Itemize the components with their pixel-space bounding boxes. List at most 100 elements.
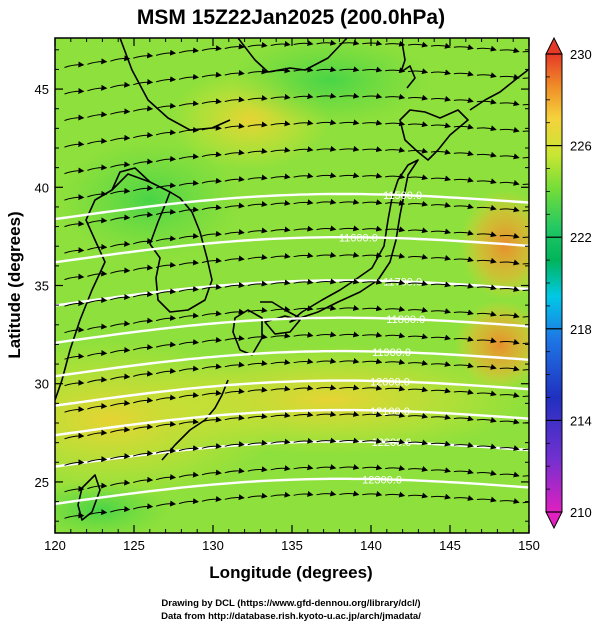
- wind-vector: [270, 146, 291, 153]
- wind-vector: [110, 373, 131, 380]
- wind-vector: [270, 253, 291, 259]
- wind-vector: [133, 211, 154, 218]
- wind-vector: [110, 479, 131, 486]
- wind-vector: [64, 273, 85, 281]
- wind-vector: [522, 395, 529, 398]
- x-tick-label: 150: [518, 538, 540, 553]
- x-tick-label: 120: [44, 538, 66, 553]
- wind-vector: [270, 491, 291, 498]
- wind-vector: [293, 411, 314, 418]
- wind-vector: [453, 44, 474, 51]
- y-tick-label: 30: [35, 377, 49, 392]
- wind-vector: [362, 490, 383, 497]
- wind-vector: [476, 310, 497, 317]
- wind-vector: [522, 50, 529, 53]
- wind-vector: [499, 339, 520, 345]
- wind-vector: [453, 282, 474, 289]
- colorbar-tick-label: 214: [570, 413, 592, 428]
- wind-vector: [385, 306, 406, 312]
- height-contour-label: 11900.0: [372, 347, 411, 359]
- wind-vector: [64, 432, 85, 440]
- wind-vector: [110, 161, 131, 168]
- wind-vector: [155, 208, 177, 215]
- wind-vector: [453, 176, 474, 183]
- coast-taiwan: [77, 474, 101, 521]
- hot-spot-southeast: [455, 300, 529, 390]
- wind-vector: [87, 190, 108, 198]
- wind-vector: [430, 361, 451, 367]
- wind-vector: [247, 333, 268, 340]
- wind-vector: [133, 423, 154, 430]
- wind-vector: [247, 227, 268, 234]
- coast-bohai: [111, 167, 151, 191]
- wind-vector: [87, 58, 108, 65]
- wind-vector: [64, 61, 85, 68]
- wind-vector: [155, 129, 177, 136]
- wind-vector: [224, 361, 245, 368]
- wind-vector: [408, 492, 429, 499]
- wind-vector: [316, 331, 337, 338]
- x-axis-ticks: 120 125 130 135 140 145 150: [44, 38, 540, 553]
- wind-vector: [224, 308, 245, 315]
- wind-vector: [430, 387, 451, 394]
- wind-vector: [270, 120, 291, 127]
- wind-vector: [339, 92, 360, 99]
- wind-vector: [385, 465, 406, 471]
- wind-vector: [87, 456, 108, 463]
- wind-vector: [178, 153, 199, 160]
- wind-vector: [224, 96, 245, 103]
- colorbar-over-triangle: [545, 36, 563, 55]
- wind-vector: [224, 229, 245, 235]
- coast-honshu-west: [260, 301, 301, 319]
- wind-vector: [408, 333, 429, 340]
- height-contour-label: 12200.0: [372, 437, 412, 449]
- wind-vector: [316, 92, 337, 99]
- wind-vector: [408, 280, 429, 287]
- wind-vector: [110, 134, 131, 142]
- height-contour-line: [55, 192, 529, 221]
- wind-vector: [201, 230, 222, 237]
- wind-vector: [430, 42, 451, 49]
- wind-vector: [270, 226, 291, 233]
- wind-vector: [178, 47, 199, 54]
- wind-vector: [430, 440, 451, 447]
- wind-vector: [339, 119, 360, 126]
- figure-title: MSM 15Z22Jan2025 (200.0hPa): [137, 6, 445, 29]
- wind-vector: [476, 363, 497, 370]
- wind-vector: [64, 194, 85, 201]
- wind-vector: [385, 412, 406, 418]
- wind-vector: [270, 67, 291, 74]
- wind-vector: [201, 71, 222, 78]
- wind-vector: [201, 283, 222, 290]
- wind-vector: [178, 339, 199, 346]
- wind-vector: [133, 158, 154, 165]
- wind-vector: [110, 320, 131, 327]
- wind-vector: [224, 149, 245, 156]
- wind-vector: [430, 69, 451, 76]
- wind-vector: [362, 252, 383, 259]
- wind-vector: [201, 257, 222, 264]
- wind-vector: [178, 471, 199, 478]
- wind-vector: [87, 297, 108, 304]
- map-panel: 11500.011600.011700.011800.011900.012000…: [55, 38, 529, 533]
- wind-vector: [339, 172, 360, 179]
- wind-vector: [133, 370, 154, 377]
- wind-vector: [201, 469, 222, 476]
- wind-vector: [385, 385, 406, 392]
- wind-vector: [453, 97, 474, 104]
- wind-vector: [316, 198, 337, 205]
- wind-vector: [385, 67, 406, 74]
- wind-vector: [339, 357, 360, 364]
- height-contour-line: [55, 408, 529, 437]
- coast-shikoku: [264, 315, 301, 335]
- wind-vector: [339, 490, 360, 497]
- wind-vector: [430, 414, 451, 420]
- wind-vector: [155, 76, 177, 83]
- height-contour-line: [55, 279, 529, 307]
- height-contour-label: 12300.0: [362, 474, 402, 486]
- wind-vector: [339, 331, 360, 338]
- wind-vector: [385, 199, 406, 206]
- wind-vector: [293, 66, 314, 73]
- wind-vector: [499, 206, 520, 213]
